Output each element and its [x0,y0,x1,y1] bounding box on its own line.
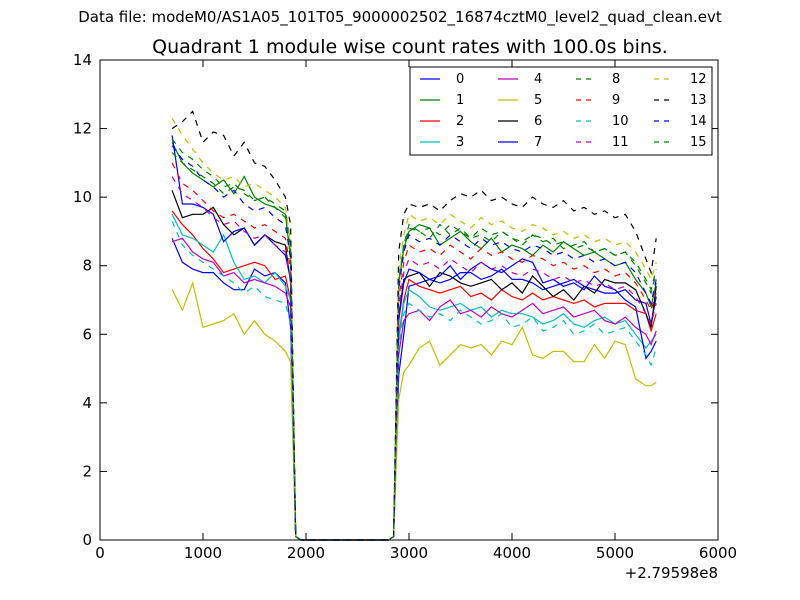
legend-label-2: 2 [456,114,464,129]
legend-label-12: 12 [690,72,707,87]
figure-suptitle: Data file: modeM0/AS1A05_101T05_90000025… [78,8,722,26]
series-line-9 [171,162,657,541]
y-tick-label: 6 [82,325,92,343]
legend-label-13: 13 [690,93,707,108]
legend-label-14: 14 [690,114,707,129]
y-tick-label: 2 [82,462,92,480]
x-tick-label: 4000 [493,544,531,562]
legend-label-8: 8 [612,72,620,87]
series-layer [171,110,657,541]
series-line-14 [171,145,657,541]
legend-label-6: 6 [534,114,542,129]
x-tick-label: 5000 [596,544,634,562]
series-line-4 [171,237,657,541]
series-line-7 [171,135,657,541]
series-line-11 [171,176,657,541]
y-tick-label: 12 [73,120,92,138]
series-line-15 [171,138,657,541]
y-tick-label: 14 [73,51,92,69]
legend-label-10: 10 [612,114,629,129]
series-line-12 [171,117,657,541]
series-line-1 [171,142,657,541]
x-tick-label: 3000 [390,544,428,562]
legend-label-9: 9 [612,93,620,108]
series-line-2 [171,210,657,541]
x-axis-offset-label: +2.79598e8 [625,564,718,582]
y-tick-label: 8 [82,257,92,275]
legend-label-15: 15 [690,135,707,150]
series-line-5 [171,280,657,541]
series-line-10 [171,220,657,541]
chart-title: Quadrant 1 module wise count rates with … [152,36,668,58]
y-tick-label: 4 [82,394,92,412]
series-line-8 [171,152,657,541]
y-tick-label: 10 [73,188,92,206]
series-line-6 [171,190,657,541]
series-line-13 [171,110,657,541]
legend-label-5: 5 [534,93,542,108]
x-tick-label: 1000 [184,544,222,562]
legend-label-4: 4 [534,72,542,87]
y-tick-label: 0 [82,531,92,549]
legend-label-7: 7 [534,135,542,150]
legend-box [409,66,713,156]
x-tick-label: 0 [95,544,105,562]
legend-label-11: 11 [612,135,629,150]
legend-label-1: 1 [456,93,464,108]
legend-label-0: 0 [456,72,464,87]
legend-label-3: 3 [456,135,464,150]
x-tick-label: 6000 [699,544,737,562]
x-tick-label: 2000 [287,544,325,562]
series-line-3 [171,214,657,541]
